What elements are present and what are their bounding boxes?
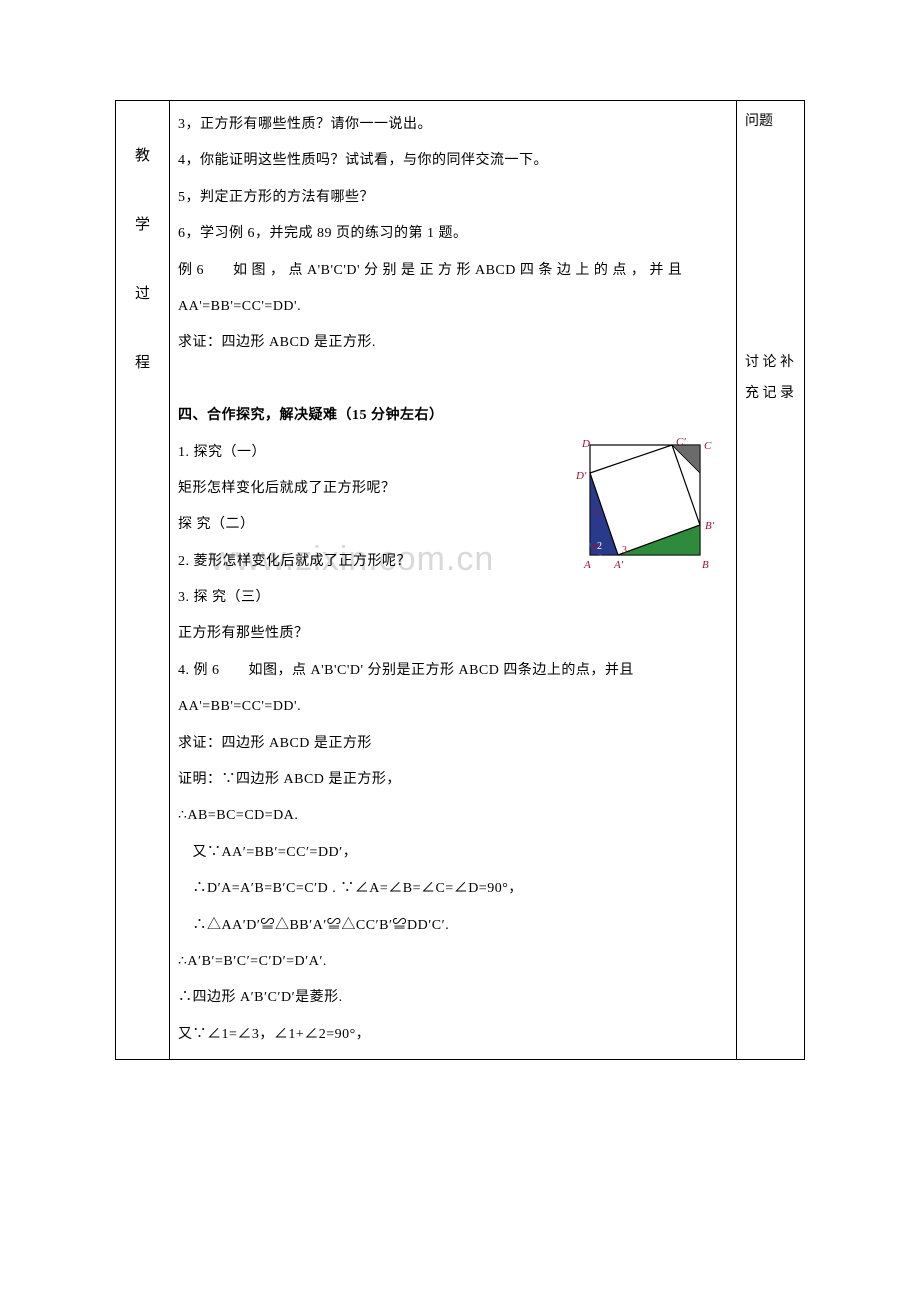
diagram-svg: D C′ C D′ B′ A A′ B 1 2 3 <box>572 437 722 577</box>
line-19: 证明：∵四边形 ABCD 是正方形， <box>178 762 728 798</box>
svg-text:A: A <box>583 559 591 571</box>
svg-text:1: 1 <box>594 507 599 518</box>
left-char-3: 过 <box>124 275 161 314</box>
line-15: 正方形有那些性质？ <box>178 616 728 652</box>
line-25: ∴四边形 A′B′C′D′是菱形. <box>178 980 728 1016</box>
line-26: 又∵∠1=∠3，∠1+∠2=90°， <box>178 1017 728 1053</box>
note-2: 讨 论 补充 记 录 <box>745 348 796 410</box>
line-16: 4. 例 6 如图，点 A'B'C'D' 分别是正方形 ABCD 四条边上的点，… <box>178 653 728 689</box>
svg-text:3: 3 <box>622 545 627 556</box>
right-column: 问题 讨 论 补充 记 录 <box>737 101 805 1060</box>
line-14: 3. 探 究（三） <box>178 580 728 616</box>
line-7: 求证：四边形 ABCD 是正方形. <box>178 325 728 361</box>
svg-text:D′: D′ <box>575 470 587 482</box>
svg-text:B: B <box>702 559 709 571</box>
left-char-2: 学 <box>124 206 161 245</box>
line-2: 4，你能证明这些性质吗？试试看，与你的同伴交流一下。 <box>178 143 728 179</box>
svg-text:B′: B′ <box>705 520 715 532</box>
svg-text:A′: A′ <box>613 559 624 571</box>
line-24: ∴A′B′=B′C′=C′D′=D′A′. <box>178 944 728 980</box>
line-20: ∴AB=BC=CD=DA. <box>178 798 728 834</box>
line-18: 求证：四边形 ABCD 是正方形 <box>178 726 728 762</box>
line-6: AA'=BB'=CC'=DD'. <box>178 289 728 325</box>
lesson-table: 教 学 过 程 3，正方形有哪些性质？请你一一说出。 4，你能证明这些性质吗？试… <box>115 100 805 1060</box>
left-char-1: 教 <box>124 137 161 176</box>
line-5: 例 6 如 图 ， 点 A'B'C'D' 分 别 是 正 方 形 ABCD 四 … <box>178 253 728 289</box>
svg-text:D: D <box>581 438 590 450</box>
svg-text:2: 2 <box>597 541 602 552</box>
line-8 <box>178 362 728 398</box>
line-22: ∴D′A=A′B=B′C=C′D . ∵∠A=∠B=∠C=∠D=90°， <box>178 871 728 907</box>
svg-text:C′: C′ <box>676 437 686 448</box>
line-3: 5，判定正方形的方法有哪些？ <box>178 180 728 216</box>
note-1: 问题 <box>745 107 796 138</box>
main-content: 3，正方形有哪些性质？请你一一说出。 4，你能证明这些性质吗？试试看，与你的同伴… <box>178 107 728 1053</box>
main-column: 3，正方形有哪些性质？请你一一说出。 4，你能证明这些性质吗？试试看，与你的同伴… <box>170 101 737 1060</box>
left-column: 教 学 过 程 <box>116 101 170 1060</box>
section-heading: 四、合作探究，解决疑难（15 分钟左右） <box>178 398 728 434</box>
square-diagram: D C′ C D′ B′ A A′ B 1 2 3 <box>572 437 722 577</box>
svg-text:C: C <box>704 440 712 452</box>
line-4: 6，学习例 6，并完成 89 页的练习的第 1 题。 <box>178 216 728 252</box>
line-1: 3，正方形有哪些性质？请你一一说出。 <box>178 107 728 143</box>
line-17: AA'=BB'=CC'=DD'. <box>178 689 728 725</box>
line-23: ∴△AA′D′≌△BB′A′≌△CC′B′≌DD′C′. <box>178 908 728 944</box>
line-21: 又∵AA′=BB′=CC′=DD′， <box>178 835 728 871</box>
left-char-4: 程 <box>124 344 161 383</box>
